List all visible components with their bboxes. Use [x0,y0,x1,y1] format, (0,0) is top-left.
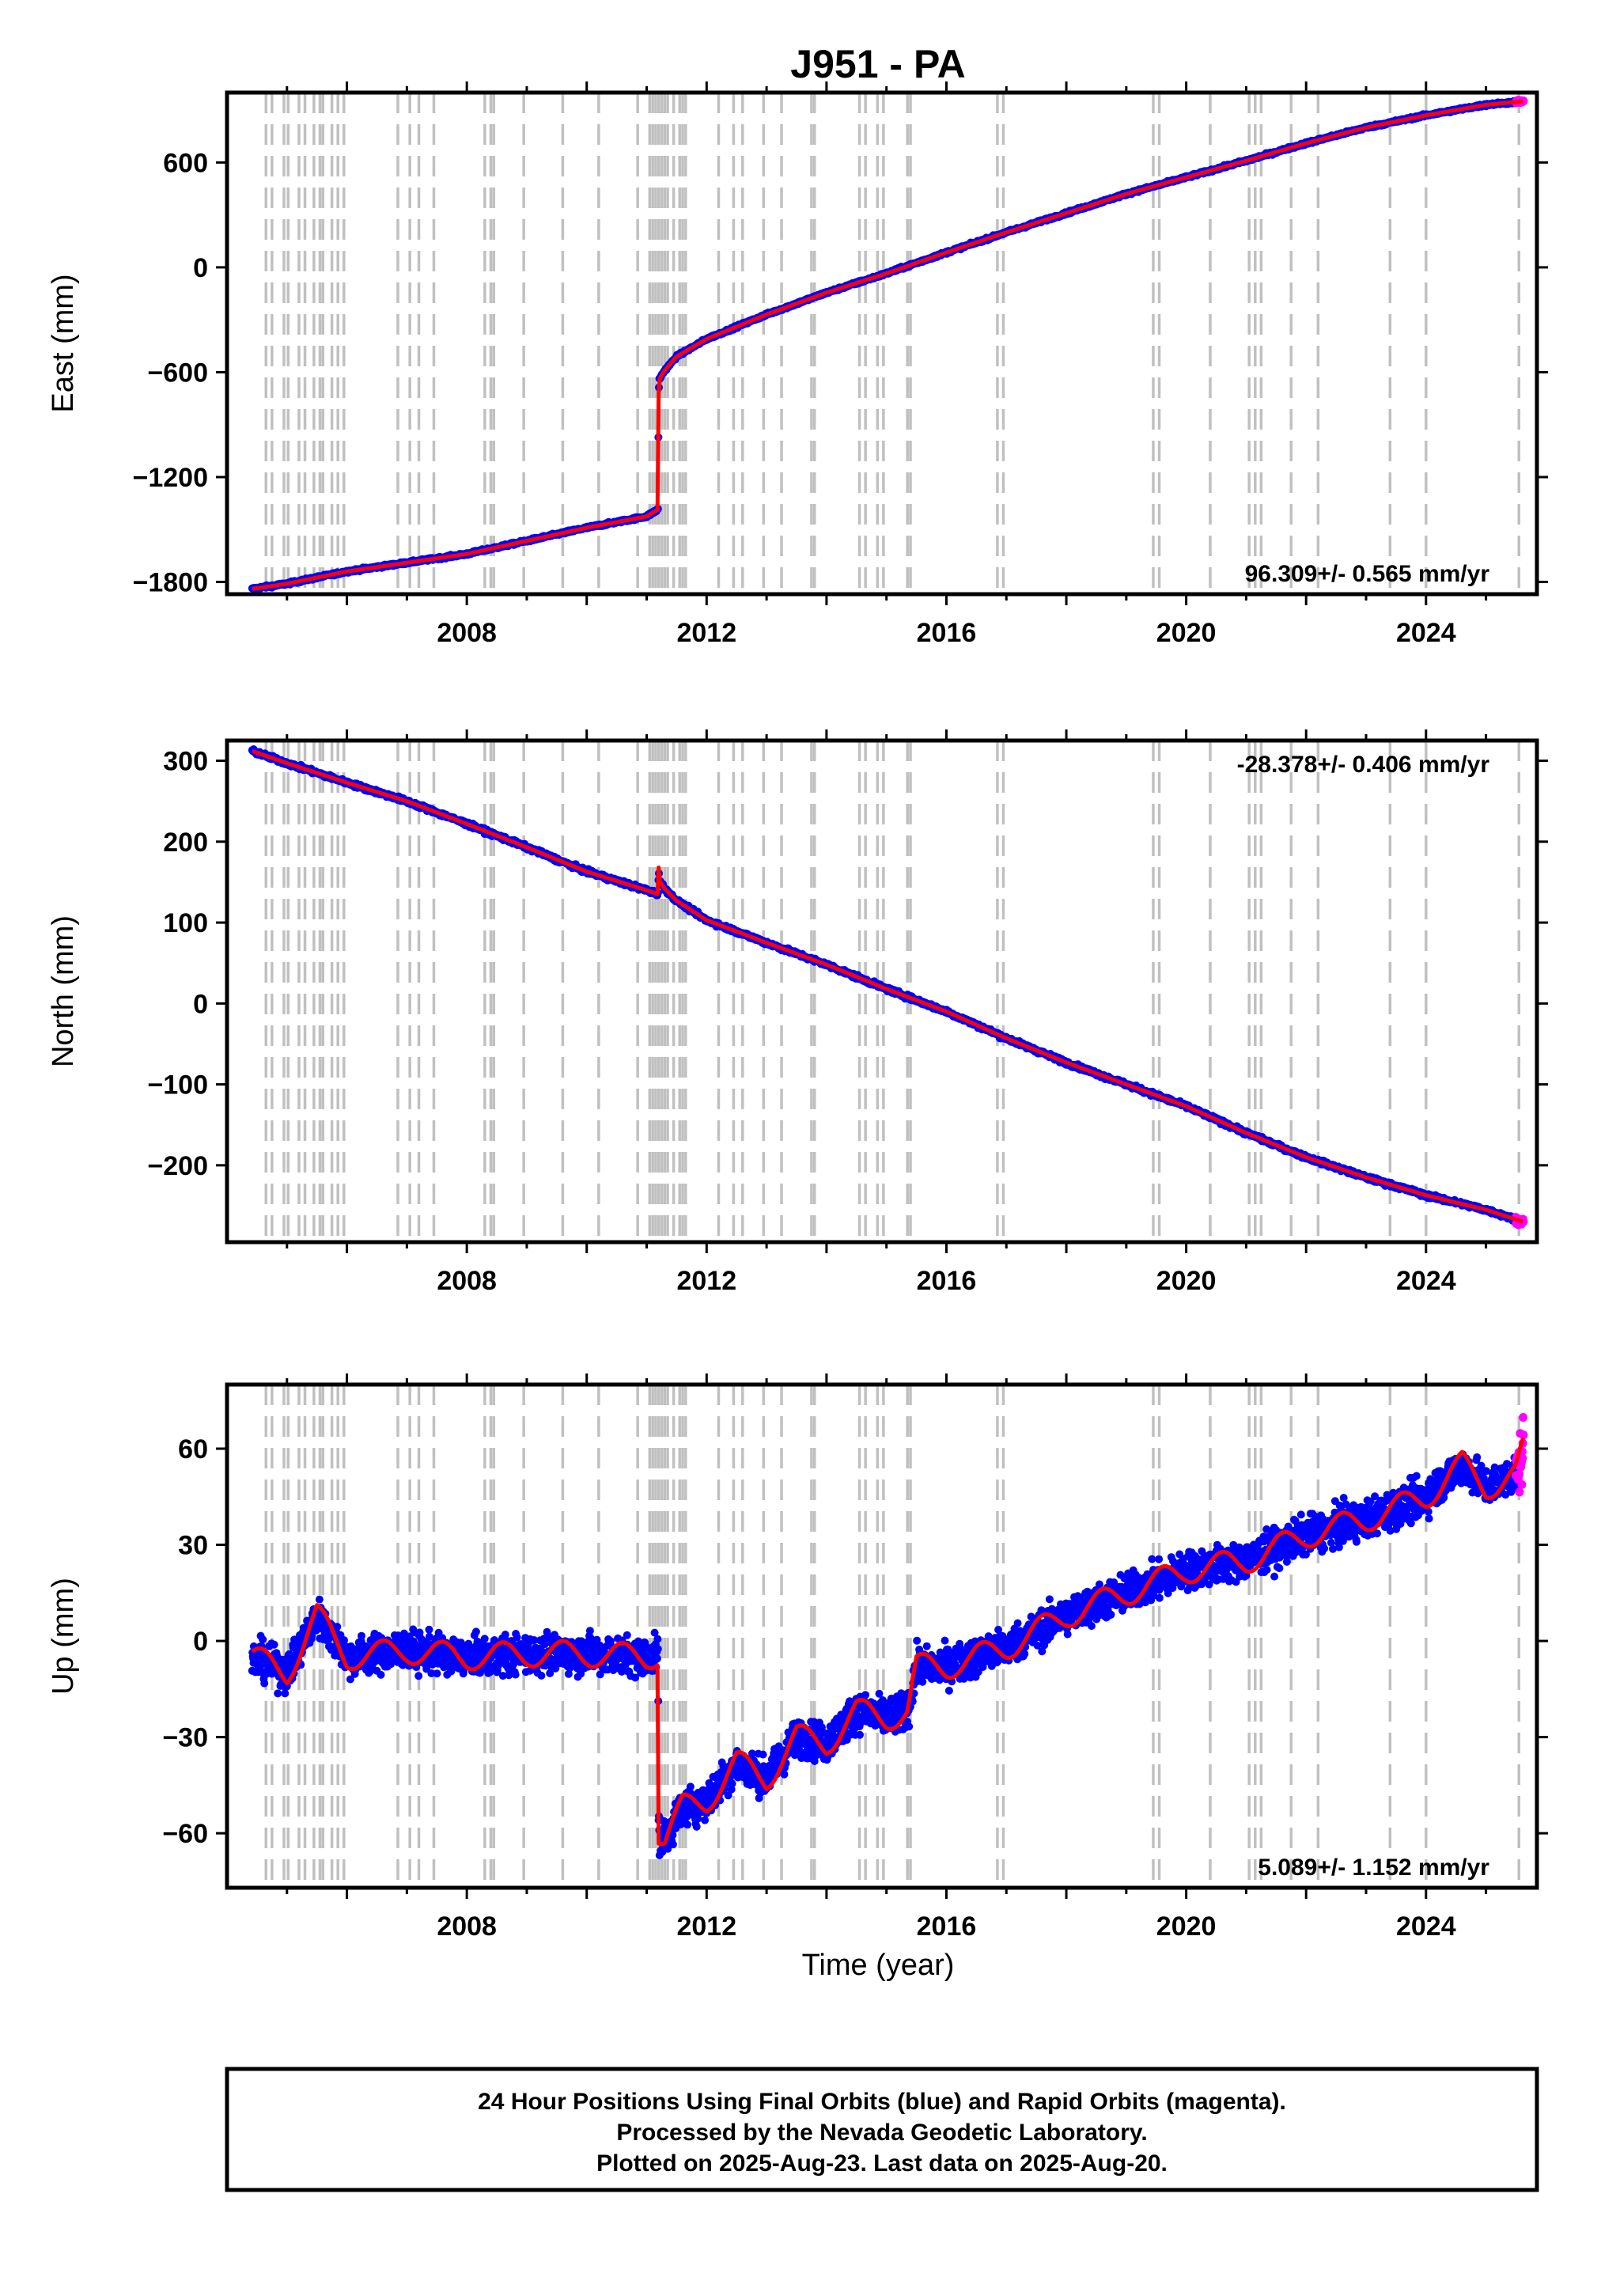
rate-label: 96.309+/- 0.565 mm/yr [1245,561,1490,587]
y-axis-label: East (mm) [47,274,80,412]
north-panel: 2008 2012 2016 2020 20243002001000−100−200No… [47,729,1548,1296]
y-tick-label: −1200 [133,463,209,493]
x-tick-label: 2024 [1396,618,1456,648]
plot-area [227,93,1537,594]
y-tick-label: 0 [193,253,208,283]
east-panel: 2008 2012 2016 2020 2024 600 0 −600 −1200 −1800 Ea… [47,81,1548,648]
event-lines [264,93,1521,594]
x-tick-label: 2008 [437,618,497,648]
x-tick-label: 2020 [1156,618,1217,648]
x-tick-label: 2012 [676,618,736,648]
x-tick-label: 2016 [917,618,977,648]
chart-title: J951 - PA [790,42,965,86]
y-tick-label: 600 [163,148,208,178]
y-tick-label: −600 [147,358,208,388]
y-tick-label: −1800 [133,568,209,598]
